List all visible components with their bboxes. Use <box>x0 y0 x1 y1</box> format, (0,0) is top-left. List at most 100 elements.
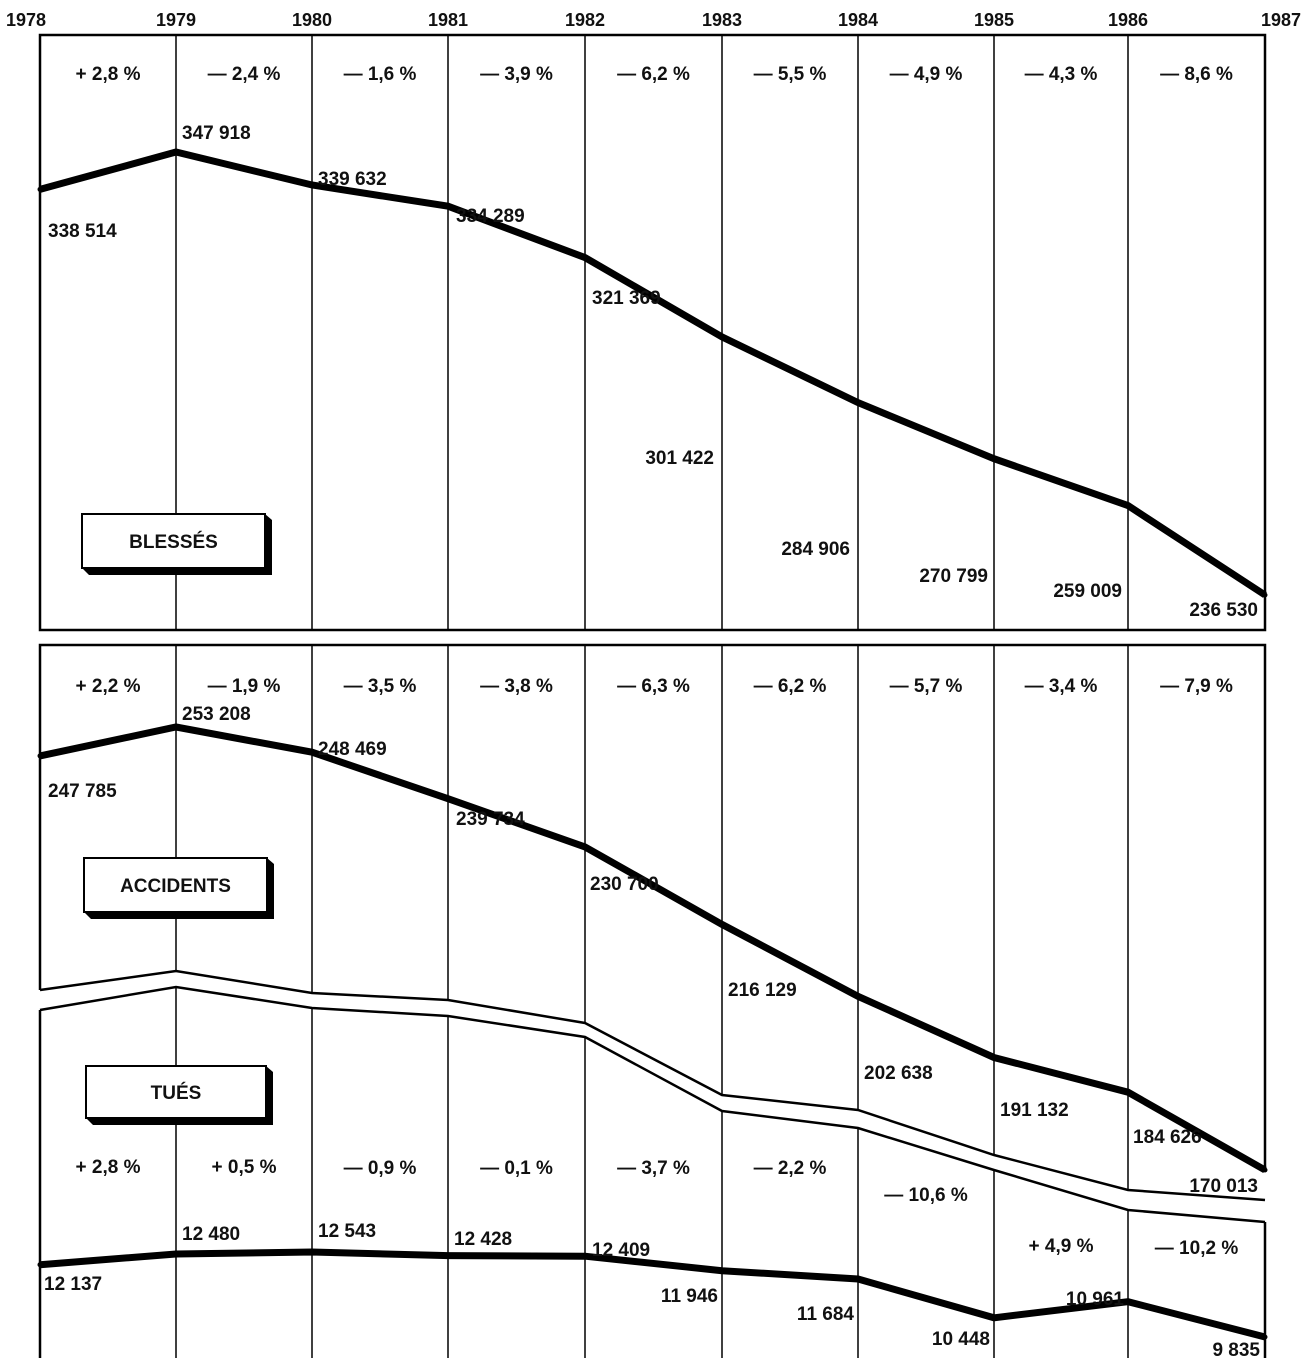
blesses-panel-frame <box>38 33 1267 632</box>
accidents-change-label: — 7,9 % <box>1160 676 1233 697</box>
tues-data-point <box>582 1253 588 1259</box>
tues-value-label: 10 448 <box>932 1329 990 1350</box>
accidents-value-label: 247 785 <box>48 781 117 802</box>
accidents-change-label: + 2,2 % <box>76 676 141 697</box>
tues-change-label: — 3,7 % <box>617 1158 690 1179</box>
accidents-value-label: 202 638 <box>864 1063 933 1084</box>
accidents-change-label: — 6,2 % <box>754 676 827 697</box>
tues-value-label: 11 684 <box>797 1304 854 1325</box>
tues-value-label: 12 137 <box>44 1274 102 1295</box>
year-tick-label: 1979 <box>156 10 196 30</box>
blesses-value-label: 259 009 <box>1053 581 1122 602</box>
blesses-value-label: 270 799 <box>919 566 988 587</box>
blesses-change-label: — 5,5 % <box>754 64 827 85</box>
tues-data-point <box>855 1276 861 1282</box>
blesses-data-point <box>173 149 179 155</box>
tues-data-point <box>309 1249 315 1255</box>
blesses-change-label: + 2,8 % <box>76 64 141 85</box>
accidents-data-point <box>173 724 179 730</box>
blesses-label-title: BLESSÉS <box>129 531 218 553</box>
tues-value-label: 11 946 <box>661 1286 718 1307</box>
separator-band-fill <box>40 971 1265 1222</box>
accidents-change-label: — 3,5 % <box>344 676 417 697</box>
tues-change-label: — 0,9 % <box>344 1158 417 1179</box>
tues-change-label: — 0,1 % <box>480 1158 553 1179</box>
blesses-data-point <box>855 400 861 406</box>
accidents-data-point <box>445 796 451 802</box>
tues-change-label: — 10,2 % <box>1155 1238 1239 1259</box>
blesses-change-label: — 4,9 % <box>890 64 963 85</box>
year-tick-label: 1985 <box>974 10 1014 30</box>
tues-data-point <box>1262 1334 1268 1340</box>
year-tick-label: 1980 <box>292 10 332 30</box>
accidents-change-label: — 1,9 % <box>208 676 281 697</box>
accidents-data-point <box>991 1055 997 1060</box>
accidents-change-label: — 6,3 % <box>617 676 690 697</box>
year-tick-label: 1981 <box>428 10 468 30</box>
tues-change-label: — 10,6 % <box>884 1185 968 1206</box>
tues-value-label: 12 543 <box>318 1221 376 1242</box>
blesses-change-label: — 1,6 % <box>344 64 417 85</box>
accidents-data-point <box>1125 1089 1131 1095</box>
tues-data-point <box>445 1253 451 1259</box>
blesses-change-label: — 4,3 % <box>1025 64 1098 85</box>
accidents-change-label: — 3,8 % <box>480 676 553 697</box>
tues-data-point <box>1125 1299 1131 1305</box>
tues-label-box <box>85 1065 267 1119</box>
blesses-data-point <box>37 186 43 192</box>
tues-data-point <box>173 1251 179 1257</box>
accidents-label-title: ACCIDENTS <box>120 876 231 897</box>
separator-band-bottom-edge <box>39 985 1266 1224</box>
accidents-value-label: 253 208 <box>182 704 251 725</box>
tues-change-label: + 4,9 % <box>1029 1236 1094 1257</box>
blesses-change-label: — 2,4 % <box>208 64 281 85</box>
accidents-data-point <box>719 921 725 927</box>
blesses-value-label: 236 530 <box>1189 600 1258 621</box>
year-tick-label: 1983 <box>702 10 742 30</box>
tues-value-label: 12 480 <box>182 1224 240 1245</box>
tues-data-point <box>719 1268 725 1274</box>
accidents-change-label: — 3,4 % <box>1025 676 1098 697</box>
accidents-data-point <box>37 753 43 759</box>
blesses-value-label: 321 369 <box>592 288 661 309</box>
accidents-label-box <box>83 857 268 913</box>
tues-value-label: 12 409 <box>592 1240 650 1261</box>
blesses-value-label: 334 289 <box>456 206 525 227</box>
blesses-value-label: 338 514 <box>48 221 117 242</box>
year-tick-label: 1987 <box>1261 10 1301 30</box>
tues-change-label: — 2,2 % <box>754 1158 827 1179</box>
accidents-value-label: 191 132 <box>1000 1100 1069 1121</box>
blesses-value-label: 339 632 <box>318 169 387 190</box>
accidents-data-point <box>1262 1167 1268 1173</box>
blesses-change-label: — 3,9 % <box>480 64 553 85</box>
accidents-series-line <box>39 723 1267 1174</box>
accidents-data-point <box>309 749 315 755</box>
blesses-data-point <box>1262 592 1268 598</box>
year-tick-label: 1984 <box>838 10 878 30</box>
blesses-data-point <box>309 182 315 188</box>
tues-data-point <box>37 1262 43 1268</box>
year-tick-label: 1978 <box>6 10 46 30</box>
blesses-value-label: 301 422 <box>645 448 714 469</box>
accidents-change-label: — 5,7 % <box>890 676 963 697</box>
separator-band-top-edge <box>39 969 1266 1202</box>
tues-data-point <box>991 1315 997 1321</box>
tues-value-label: 9 835 <box>1212 1340 1260 1358</box>
blesses-change-label: — 8,6 % <box>1160 64 1233 85</box>
accidents-data-point <box>855 993 861 999</box>
accidents-value-label: 184 626 <box>1133 1127 1202 1148</box>
tues-change-label: + 0,5 % <box>212 1157 277 1178</box>
year-tick-label: 1982 <box>565 10 605 30</box>
tues-series-line <box>39 1248 1266 1341</box>
blesses-data-point <box>719 334 725 340</box>
blesses-series-line <box>39 148 1267 598</box>
tues-change-label: + 2,8 % <box>76 1157 141 1178</box>
accidents-data-point <box>582 844 588 850</box>
blesses-label-box <box>81 513 266 569</box>
accidents-value-label: 216 129 <box>728 980 797 1001</box>
year-tick-label: 1986 <box>1108 10 1148 30</box>
blesses-data-point <box>445 203 451 209</box>
accidents-value-label: 239 734 <box>456 809 525 830</box>
blesses-change-label: — 6,2 % <box>617 64 690 85</box>
